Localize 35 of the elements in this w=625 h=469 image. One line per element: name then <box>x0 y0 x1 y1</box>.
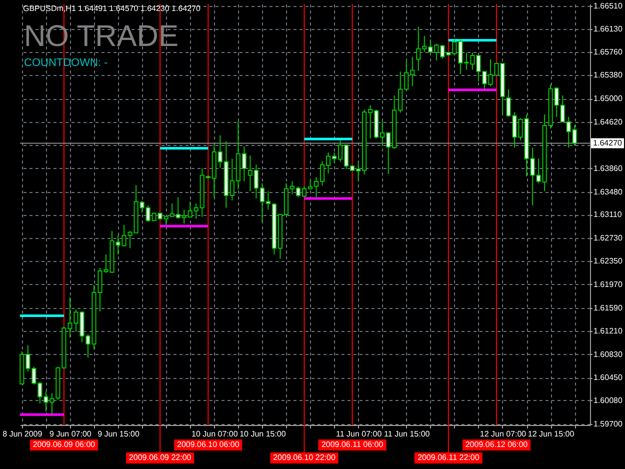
x-tick-label: 10 Jun 15:00 <box>240 430 286 438</box>
y-tick-label: 1.65000 <box>594 94 623 104</box>
x-tick-label: 9 Jun 07:00 <box>50 430 92 438</box>
x-tick-label: 10 Jun 07:00 <box>192 430 238 438</box>
y-tick-label: 1.61210 <box>594 326 623 336</box>
y-tick-label: 1.65760 <box>594 47 623 56</box>
ref-line-label: 2009.06.11 22:00 <box>418 453 480 462</box>
x-tick-label: 9 Jun 15:00 <box>98 430 140 438</box>
ref-line-label: 2009.06.09 06:00 <box>32 440 96 449</box>
x-tick-label: 11 Jun 07:00 <box>336 430 382 438</box>
y-tick-label: 1.65380 <box>594 70 623 80</box>
y-tick-label: 1.63860 <box>594 164 623 173</box>
ref-line-label: 1.64270 <box>593 138 623 148</box>
y-tick-label: 1.64620 <box>594 117 623 126</box>
y-tick-label: 1.61590 <box>594 303 623 312</box>
ref-line-label: 2009.06.10 22:00 <box>273 453 336 462</box>
ref-line-label: 2009.06.11 06:00 <box>321 440 384 449</box>
y-tick-label: 1.60830 <box>594 350 623 359</box>
x-tick-label: 8 Jun 2009 <box>2 430 43 438</box>
y-tick-label: 1.60080 <box>594 396 623 405</box>
x-tick-label: 11 Jun 15:00 <box>384 430 430 438</box>
y-tick-label: 1.66130 <box>594 24 623 34</box>
y-tick-label: 1.59700 <box>594 419 623 428</box>
x-tick-label: 12 Jun 15:00 <box>528 430 575 438</box>
ref-line-label: 2009.06.12 06:00 <box>465 440 528 449</box>
y-tick-label: 1.66510 <box>594 1 623 10</box>
y-tick-label: 1.62730 <box>594 233 623 242</box>
y-tick-label: 1.63110 <box>594 210 622 219</box>
ref-line-label: 2009.06.09 22:00 <box>128 453 192 462</box>
y-tick-label: 1.63480 <box>594 187 623 196</box>
ref-line-label: 2009.06.10 06:00 <box>176 440 240 449</box>
y-tick-label: 1.62350 <box>594 256 623 266</box>
y-tick-label: 1.60450 <box>594 373 623 382</box>
x-tick-label: 12 Jun 07:00 <box>480 430 527 438</box>
y-tick-label: 1.61970 <box>594 280 623 289</box>
